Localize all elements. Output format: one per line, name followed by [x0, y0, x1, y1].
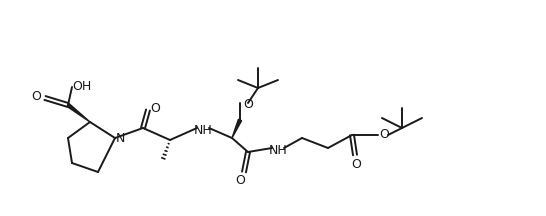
- Text: O: O: [243, 98, 253, 111]
- Text: O: O: [235, 173, 245, 186]
- Text: O: O: [31, 91, 41, 103]
- Text: NH: NH: [194, 124, 212, 137]
- Polygon shape: [232, 119, 241, 138]
- Polygon shape: [67, 104, 90, 122]
- Text: OH: OH: [73, 79, 92, 92]
- Text: O: O: [150, 103, 160, 116]
- Text: O: O: [379, 127, 389, 140]
- Text: N: N: [115, 132, 124, 145]
- Text: NH: NH: [269, 143, 287, 157]
- Text: O: O: [351, 157, 361, 170]
